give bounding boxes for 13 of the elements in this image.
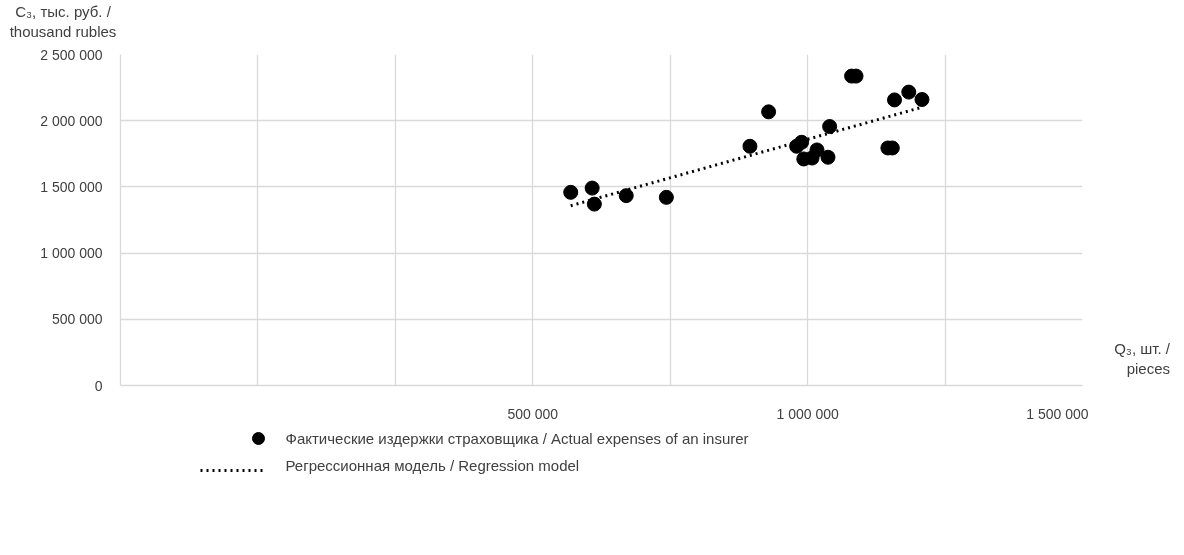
y-tick-label: 0 <box>94 377 103 394</box>
x-tick-label: 1 500 000 <box>1026 405 1089 422</box>
legend-label: Фактические издержки страховщика / Actual expenses of an insurer <box>285 430 749 447</box>
legend-label: Регрессионная модель / Regression model <box>285 457 580 474</box>
y-tick-label: 2 500 000 <box>40 46 103 63</box>
y-tick-label: 500 000 <box>51 311 103 328</box>
y-axis-title: C₃, тыс. руб. / thousand rubles <box>9 2 117 42</box>
y-tick-label: 2 000 000 <box>40 112 103 129</box>
x-tick-label: 1 000 000 <box>776 405 839 422</box>
y-tick-label: 1 500 000 <box>40 178 103 195</box>
x-tick-label: 500 000 <box>507 405 559 422</box>
y-tick-label: 1 000 000 <box>40 245 103 262</box>
x-axis-title: Q₃, шт. / pieces <box>1114 339 1170 379</box>
